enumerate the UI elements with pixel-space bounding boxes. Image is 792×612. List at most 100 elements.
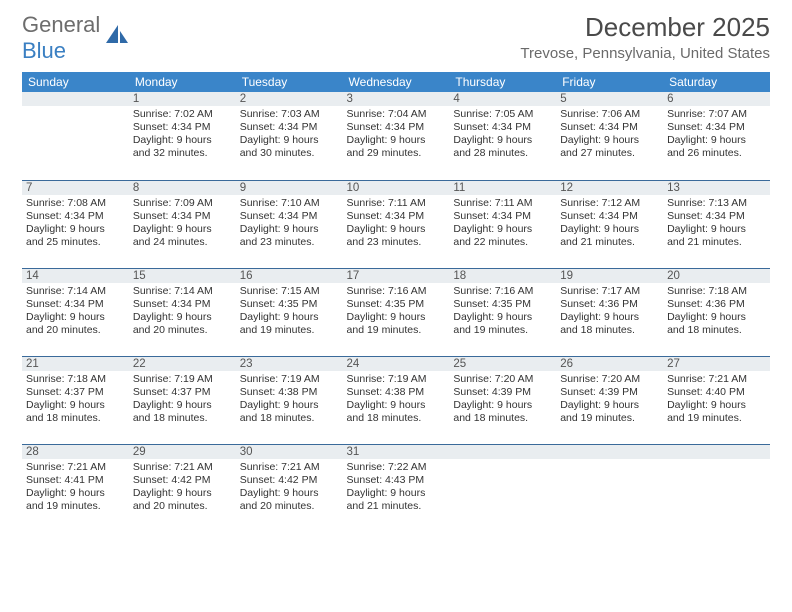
day-detail-text: Sunrise: 7:15 AMSunset: 4:35 PMDaylight:…: [240, 285, 339, 338]
calendar-day-cell: 29Sunrise: 7:21 AMSunset: 4:42 PMDayligh…: [129, 444, 236, 532]
day-number: 11: [449, 180, 556, 195]
calendar-day-cell: [663, 444, 770, 532]
header: General Blue December 2025 Trevose, Penn…: [22, 12, 770, 64]
calendar-day-cell: 30Sunrise: 7:21 AMSunset: 4:42 PMDayligh…: [236, 444, 343, 532]
calendar-day-cell: 1 Sunrise: 7:02 AMSunset: 4:34 PMDaylight…: [129, 92, 236, 180]
logo-text-blue: Blue: [22, 38, 66, 63]
calendar-day-cell: 31Sunrise: 7:22 AMSunset: 4:43 PMDayligh…: [343, 444, 450, 532]
calendar-day-cell: 23Sunrise: 7:19 AMSunset: 4:38 PMDayligh…: [236, 356, 343, 444]
day-number: [556, 444, 663, 459]
day-detail-text: Sunrise: 7:09 AMSunset: 4:34 PMDaylight:…: [133, 197, 232, 250]
day-number: 22: [129, 356, 236, 371]
day-detail-text: Sunrise: 7:18 AMSunset: 4:37 PMDaylight:…: [26, 373, 125, 426]
weekday-header: Friday: [556, 72, 663, 92]
logo-text-general: General: [22, 12, 100, 37]
day-detail-text: Sunrise: 7:13 AMSunset: 4:34 PMDaylight:…: [667, 197, 766, 250]
calendar-day-cell: 7 Sunrise: 7:08 AMSunset: 4:34 PMDaylight…: [22, 180, 129, 268]
calendar-day-cell: [556, 444, 663, 532]
day-detail-text: Sunrise: 7:18 AMSunset: 4:36 PMDaylight:…: [667, 285, 766, 338]
day-detail-text: Sunrise: 7:02 AMSunset: 4:34 PMDaylight:…: [133, 108, 232, 161]
weekday-header: Sunday: [22, 72, 129, 92]
day-number: 9: [236, 180, 343, 195]
calendar-day-cell: 13 Sunrise: 7:13 AMSunset: 4:34 PMDayligh…: [663, 180, 770, 268]
day-detail-text: Sunrise: 7:21 AMSunset: 4:40 PMDaylight:…: [667, 373, 766, 426]
day-number: 19: [556, 268, 663, 283]
day-detail-text: Sunrise: 7:19 AMSunset: 4:37 PMDaylight:…: [133, 373, 232, 426]
day-number: 5: [556, 92, 663, 106]
day-detail-text: Sunrise: 7:16 AMSunset: 4:35 PMDaylight:…: [347, 285, 446, 338]
calendar-day-cell: 9Sunrise: 7:10 AMSunset: 4:34 PMDaylight…: [236, 180, 343, 268]
day-detail-text: Sunrise: 7:21 AMSunset: 4:42 PMDaylight:…: [240, 461, 339, 514]
day-detail-text: Sunrise: 7:16 AMSunset: 4:35 PMDaylight:…: [453, 285, 552, 338]
day-number: 7: [22, 180, 129, 195]
weekday-header: Saturday: [663, 72, 770, 92]
day-number: 18: [449, 268, 556, 283]
calendar-day-cell: 6 Sunrise: 7:07 AMSunset: 4:34 PMDaylight…: [663, 92, 770, 180]
day-number: 26: [556, 356, 663, 371]
day-number: 28: [22, 444, 129, 459]
day-number: 15: [129, 268, 236, 283]
title-block: December 2025 Trevose, Pennsylvania, Uni…: [520, 12, 770, 62]
logo-sail-icon: [104, 23, 130, 54]
calendar-day-cell: 2 Sunrise: 7:03 AMSunset: 4:34 PMDaylight…: [236, 92, 343, 180]
calendar-day-cell: 26Sunrise: 7:20 AMSunset: 4:39 PMDayligh…: [556, 356, 663, 444]
day-detail-text: Sunrise: 7:11 AMSunset: 4:34 PMDaylight:…: [347, 197, 446, 250]
calendar-day-cell: 10 Sunrise: 7:11 AMSunset: 4:34 PMDayligh…: [343, 180, 450, 268]
day-number: 20: [663, 268, 770, 283]
calendar-week-row: 1 Sunrise: 7:02 AMSunset: 4:34 PMDaylight…: [22, 92, 770, 180]
day-number: [22, 92, 129, 106]
calendar-week-row: 21Sunrise: 7:18 AMSunset: 4:37 PMDayligh…: [22, 356, 770, 444]
day-detail-text: Sunrise: 7:21 AMSunset: 4:41 PMDaylight:…: [26, 461, 125, 514]
weekday-header: Thursday: [449, 72, 556, 92]
day-detail-text: Sunrise: 7:07 AMSunset: 4:34 PMDaylight:…: [667, 108, 766, 161]
day-number: 1: [129, 92, 236, 106]
calendar-day-cell: 25Sunrise: 7:20 AMSunset: 4:39 PMDayligh…: [449, 356, 556, 444]
calendar-week-row: 7 Sunrise: 7:08 AMSunset: 4:34 PMDaylight…: [22, 180, 770, 268]
calendar-day-cell: 16 Sunrise: 7:15 AMSunset: 4:35 PMDayligh…: [236, 268, 343, 356]
calendar-day-cell: 24 Sunrise: 7:19 AMSunset: 4:38 PMDayligh…: [343, 356, 450, 444]
calendar-day-cell: 27 Sunrise: 7:21 AMSunset: 4:40 PMDayligh…: [663, 356, 770, 444]
day-number: 10: [343, 180, 450, 195]
calendar-day-cell: 18 Sunrise: 7:16 AMSunset: 4:35 PMDayligh…: [449, 268, 556, 356]
day-number: 8: [129, 180, 236, 195]
day-number: 12: [556, 180, 663, 195]
weekday-header: Wednesday: [343, 72, 450, 92]
calendar-day-cell: 3Sunrise: 7:04 AMSunset: 4:34 PMDaylight…: [343, 92, 450, 180]
calendar-day-cell: 19 Sunrise: 7:17 AMSunset: 4:36 PMDayligh…: [556, 268, 663, 356]
logo: General Blue: [22, 12, 130, 64]
day-number: 25: [449, 356, 556, 371]
day-number: 14: [22, 268, 129, 283]
calendar-day-cell: 14Sunrise: 7:14 AMSunset: 4:34 PMDayligh…: [22, 268, 129, 356]
calendar-day-cell: 8 Sunrise: 7:09 AMSunset: 4:34 PMDaylight…: [129, 180, 236, 268]
day-number: 16: [236, 268, 343, 283]
day-number: 13: [663, 180, 770, 195]
day-detail-text: Sunrise: 7:11 AMSunset: 4:34 PMDaylight:…: [453, 197, 552, 250]
location-text: Trevose, Pennsylvania, United States: [520, 45, 770, 62]
weekday-header: Tuesday: [236, 72, 343, 92]
day-number: 27: [663, 356, 770, 371]
day-number: 3: [343, 92, 450, 106]
calendar-body: 1 Sunrise: 7:02 AMSunset: 4:34 PMDaylight…: [22, 92, 770, 532]
day-number: 29: [129, 444, 236, 459]
day-number: 24: [343, 356, 450, 371]
calendar-day-cell: 17 Sunrise: 7:16 AMSunset: 4:35 PMDayligh…: [343, 268, 450, 356]
day-detail-text: Sunrise: 7:17 AMSunset: 4:36 PMDaylight:…: [560, 285, 659, 338]
day-number: 17: [343, 268, 450, 283]
day-detail-text: Sunrise: 7:19 AMSunset: 4:38 PMDaylight:…: [347, 373, 446, 426]
calendar-day-cell: 5Sunrise: 7:06 AMSunset: 4:34 PMDaylight…: [556, 92, 663, 180]
calendar-day-cell: [22, 92, 129, 180]
day-number: 6: [663, 92, 770, 106]
day-number: 2: [236, 92, 343, 106]
calendar-week-row: 14Sunrise: 7:14 AMSunset: 4:34 PMDayligh…: [22, 268, 770, 356]
day-detail-text: Sunrise: 7:03 AMSunset: 4:34 PMDaylight:…: [240, 108, 339, 161]
calendar-table: Sunday Monday Tuesday Wednesday Thursday…: [22, 72, 770, 532]
day-number: 23: [236, 356, 343, 371]
calendar-day-cell: 15Sunrise: 7:14 AMSunset: 4:34 PMDayligh…: [129, 268, 236, 356]
calendar-day-cell: 28 Sunrise: 7:21 AMSunset: 4:41 PMDayligh…: [22, 444, 129, 532]
day-number: [663, 444, 770, 459]
day-number: [449, 444, 556, 459]
weekday-header-row: Sunday Monday Tuesday Wednesday Thursday…: [22, 72, 770, 92]
calendar-day-cell: 11 Sunrise: 7:11 AMSunset: 4:34 PMDayligh…: [449, 180, 556, 268]
day-detail-text: Sunrise: 7:08 AMSunset: 4:34 PMDaylight:…: [26, 197, 125, 250]
calendar-day-cell: 20 Sunrise: 7:18 AMSunset: 4:36 PMDayligh…: [663, 268, 770, 356]
